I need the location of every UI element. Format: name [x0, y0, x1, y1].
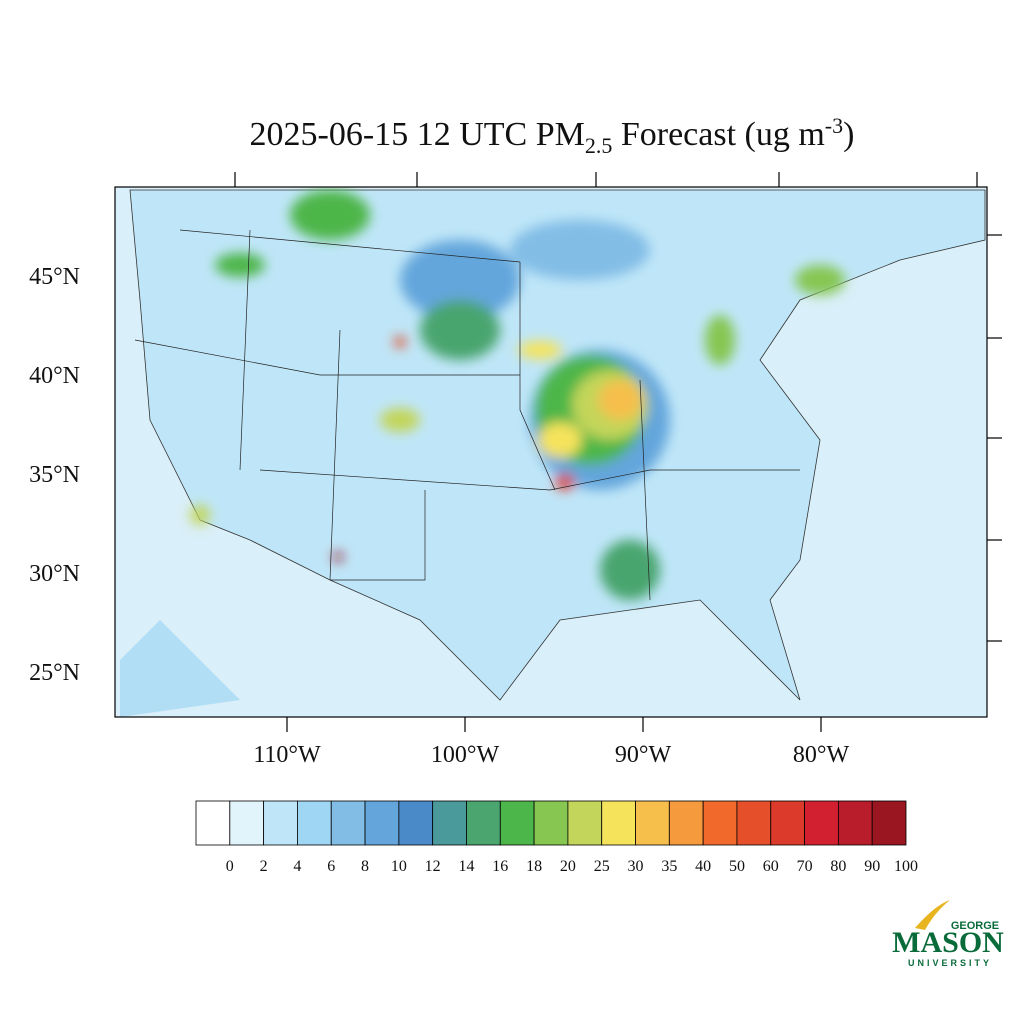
colorbar-label: 20 [560, 858, 576, 875]
colorbar-label: 30 [628, 858, 644, 875]
colorbar-label: 18 [526, 858, 542, 875]
colorbar-box [263, 800, 298, 846]
colorbar-box [837, 800, 873, 846]
logo-bottom: UNIVERSITY [908, 958, 992, 968]
colorbar-box [533, 800, 569, 846]
colorbar-label: 40 [695, 858, 711, 875]
logo: GEORGE MASON UNIVERSITY [892, 900, 1004, 968]
colorbar-label: 12 [425, 858, 441, 875]
colorbar-box [804, 800, 839, 846]
lat-label: 25°N [29, 660, 80, 686]
colorbar-box [466, 800, 501, 846]
colorbar-box [635, 800, 670, 846]
title-text: ) [843, 116, 854, 153]
logo-main: MASON [892, 926, 1004, 959]
lat-label: 45°N [29, 264, 80, 290]
colorbar-box [297, 800, 332, 846]
colorbar-box [871, 800, 907, 846]
colorbar-box [736, 800, 772, 846]
colorbar-label: 100 [894, 858, 918, 875]
colorbar-box [770, 800, 805, 846]
colorbar-box [432, 800, 467, 846]
colorbar-label: 8 [361, 858, 369, 875]
map-title: 2025-06-15 12 UTC PM2.5 Forecast (ug m-3… [250, 113, 855, 158]
colorbar-label: 60 [763, 858, 779, 875]
colorbar-label: 6 [327, 858, 335, 875]
lat-label: 40°N [29, 363, 80, 389]
map-field [115, 187, 987, 717]
colorbar-label: 80 [830, 858, 846, 875]
frame-ticks [234, 172, 1002, 732]
colorbar-label: 4 [293, 858, 301, 875]
lon-label: 90°W [615, 742, 672, 768]
title-text: Forecast (ug m [612, 116, 824, 153]
colorbar-label: 25 [594, 858, 610, 875]
colorbar-box [398, 800, 434, 846]
lon-label: 110°W [253, 742, 321, 768]
title-subscript: 2.5 [585, 133, 613, 158]
colorbar-label: 0 [226, 858, 234, 875]
colorbar-label: 10 [391, 858, 407, 875]
logo-top: GEORGE [951, 920, 999, 932]
colorbar-box [364, 800, 400, 846]
colorbar-box [499, 800, 535, 846]
colorbar-label: 70 [797, 858, 813, 875]
colorbar-box [601, 800, 636, 846]
lat-label: 30°N [29, 561, 80, 587]
colorbar-box [330, 800, 366, 846]
title-superscript: -3 [825, 113, 843, 138]
colorbar-label: 2 [260, 858, 268, 875]
colorbar-label: 16 [492, 858, 508, 875]
colorbar-label: 14 [458, 858, 474, 875]
colorbar-box [229, 800, 265, 846]
colorbar-label: 35 [661, 858, 677, 875]
colorbar-label: 50 [729, 858, 745, 875]
title-text: 2025-06-15 12 UTC PM [250, 116, 585, 153]
lon-label: 80°W [793, 742, 850, 768]
colorbar-box [195, 800, 231, 846]
colorbar-box [668, 800, 704, 846]
lat-label: 35°N [29, 462, 80, 488]
map-frame [114, 186, 988, 718]
lon-label: 100°W [431, 742, 500, 768]
colorbar-box [567, 800, 603, 846]
colorbar-label: 90 [864, 858, 880, 875]
colorbar-box [702, 800, 738, 846]
